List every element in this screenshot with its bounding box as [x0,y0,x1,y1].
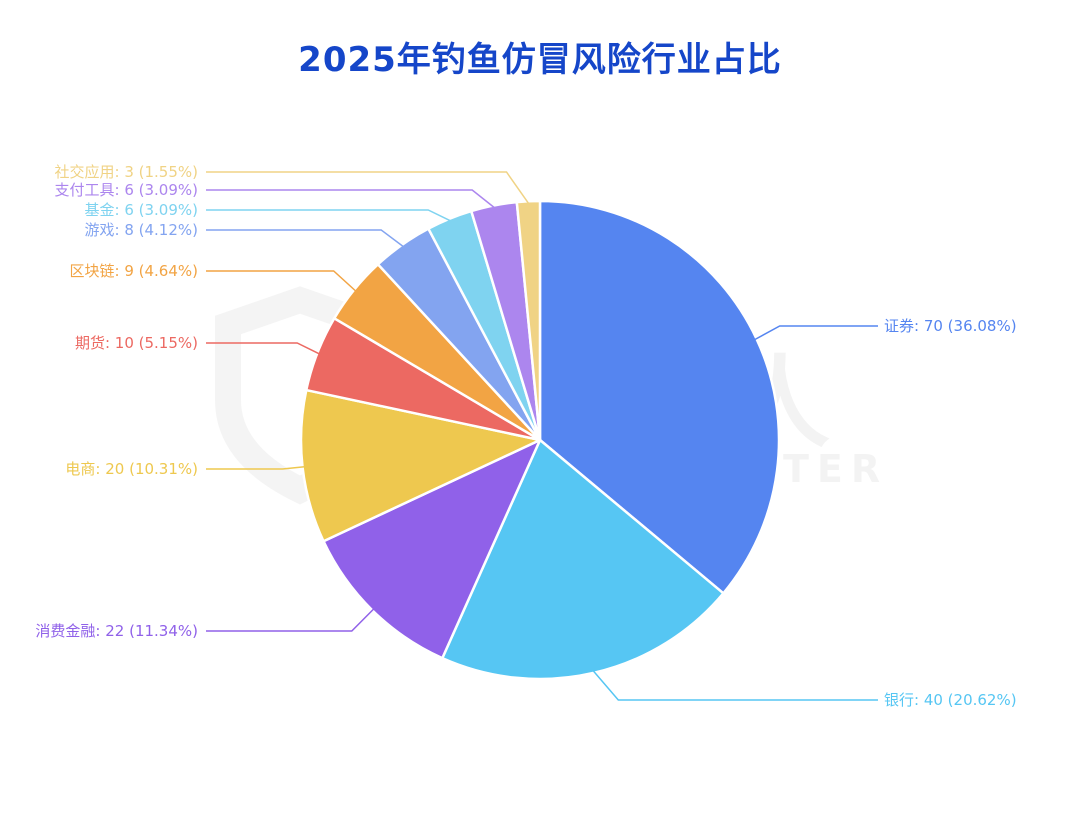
leader-line-0 [754,325,878,341]
slice-label-8: 支付工具: 6 (3.09%) [55,181,199,199]
leader-lines [206,171,878,701]
chart-title: 2025年钓鱼仿冒风险行业占比 [298,40,782,80]
leader-line-4 [206,342,320,355]
pie-slice-1 [441,438,725,681]
leader-line-8 [206,189,495,209]
slice-label-2: 消费金融: 22 (11.34%) [35,622,198,640]
slice-labels: 证券: 70 (36.08%) 银行: 40 (20.62%) 消费金融: 22 (… [35,163,1016,709]
leader-line-7 [206,209,451,222]
leader-line-1 [592,670,878,701]
pie-slice-9 [515,199,542,442]
leader-line-2 [206,608,375,632]
slice-label-4: 期货: 10 (5.15%) [75,334,198,352]
slice-label-3: 电商: 20 (10.31%) [65,460,198,478]
pie-slices [299,199,781,681]
slice-label-9: 社交应用: 3 (1.55%) [55,163,199,181]
slice-label-6: 游戏: 8 (4.12%) [85,221,199,239]
leader-line-6 [206,229,404,248]
leader-line-3 [206,466,305,470]
slice-label-5: 区块链: 9 (4.64%) [70,262,199,280]
slice-label-7: 基金: 6 (3.09%) [85,201,199,219]
slice-label-1: 银行: 40 (20.62%) [884,691,1017,709]
leader-line-5 [206,270,357,292]
leader-line-9 [206,171,530,204]
slice-label-0: 证券: 70 (36.08%) [884,317,1017,335]
